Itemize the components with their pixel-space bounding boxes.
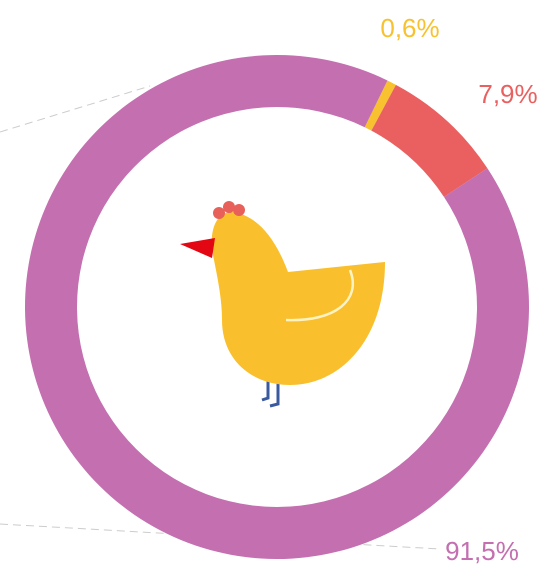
chicken-beak — [180, 238, 215, 258]
chicken-comb — [213, 207, 225, 219]
chicken-illustration — [180, 201, 385, 406]
chart: 0,6% 7,9% 91,5% — [0, 0, 545, 570]
chicken-comb — [233, 204, 245, 216]
value-label: 91,5% — [445, 536, 519, 566]
value-label: 7,9% — [478, 79, 537, 109]
value-label: 0,6% — [380, 13, 439, 43]
page: 0,6%7,9%91,5% (() => { const data = JSON… — [0, 0, 545, 570]
chicken-body — [212, 212, 385, 385]
